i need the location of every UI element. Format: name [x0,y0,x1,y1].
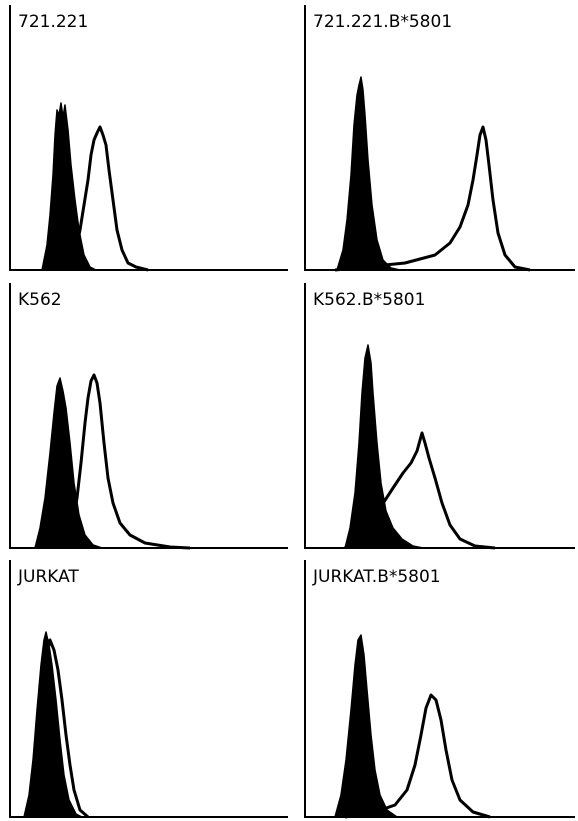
axes [9,283,288,549]
panel-label: 721.221.B*5801 [313,12,452,32]
histogram-open [68,125,149,272]
histogram-filled [344,344,424,549]
histogram-filled [34,377,103,549]
axes [304,283,575,549]
histogram-open [63,373,191,550]
histogram-filled [41,102,97,271]
panel-label: JURKAT [17,567,79,587]
panel: JURKAT.B*5801 [304,560,575,819]
panel-label: K562.B*5801 [313,290,425,310]
panel: 721.221.B*5801 [304,5,575,272]
axes [9,560,288,818]
histogram-open [344,693,491,819]
panel-label: 721.221 [18,12,88,32]
panel: JURKAT [9,560,288,819]
histogram-filled [334,634,398,818]
histogram-filled [336,76,401,271]
histogram-open [344,431,496,550]
panel-label: JURKAT.B*5801 [312,567,441,587]
axes [9,5,288,271]
panel: K562 [9,283,288,550]
panel: 721.221 [9,5,288,272]
panel: K562.B*5801 [304,283,575,550]
histogram-filled [23,631,83,818]
panel-label: K562 [18,290,62,310]
histogram-open [334,125,531,272]
axes [304,5,575,271]
